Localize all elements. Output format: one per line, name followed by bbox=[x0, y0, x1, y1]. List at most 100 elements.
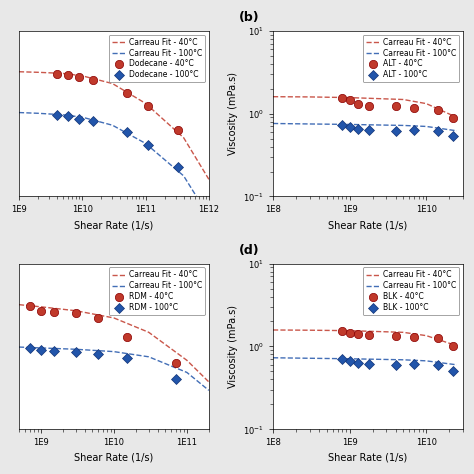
BLK - 100°C bbox=[450, 369, 456, 374]
Carreau Fit - 100°C bbox=[206, 214, 212, 219]
Carreau Fit - 40°C bbox=[206, 176, 212, 182]
Dodecane - 100°C bbox=[76, 116, 82, 122]
Carreau Fit - 100°C bbox=[73, 346, 79, 352]
Carreau Fit - 40°C bbox=[60, 71, 66, 76]
Line: RDM - 40°C: RDM - 40°C bbox=[26, 302, 180, 367]
ALT - 40°C bbox=[356, 101, 361, 107]
ALT - 40°C bbox=[435, 107, 440, 112]
Dodecane - 40°C bbox=[175, 128, 181, 133]
BLK - 40°C bbox=[411, 334, 417, 340]
Carreau Fit - 100°C bbox=[401, 123, 406, 128]
ALT - 100°C bbox=[450, 134, 456, 139]
Line: Carreau Fit - 100°C: Carreau Fit - 100°C bbox=[273, 124, 457, 131]
RDM - 40°C bbox=[38, 308, 44, 314]
Carreau Fit - 40°C bbox=[143, 100, 148, 106]
RDM - 40°C bbox=[173, 360, 178, 365]
Legend: Carreau Fit - 40°C, Carreau Fit - 100°C, RDM - 40°C, RDM - 100°C: Carreau Fit - 40°C, Carreau Fit - 100°C,… bbox=[109, 267, 205, 315]
Line: Carreau Fit - 40°C: Carreau Fit - 40°C bbox=[19, 72, 209, 179]
Carreau Fit - 100°C bbox=[35, 110, 41, 116]
Dodecane - 40°C bbox=[76, 74, 82, 80]
ALT - 100°C bbox=[339, 123, 345, 128]
X-axis label: Shear Rate (1/s): Shear Rate (1/s) bbox=[74, 453, 154, 463]
Carreau Fit - 100°C bbox=[184, 370, 190, 375]
BLK - 40°C bbox=[450, 344, 456, 349]
Carreau Fit - 40°C bbox=[270, 327, 276, 333]
Dodecane - 40°C bbox=[146, 103, 151, 109]
Carreau Fit - 100°C bbox=[143, 141, 148, 146]
ALT - 100°C bbox=[435, 128, 440, 134]
RDM - 40°C bbox=[27, 303, 33, 309]
Dodecane - 100°C bbox=[146, 142, 151, 148]
BLK - 100°C bbox=[393, 362, 399, 368]
Carreau Fit - 40°C bbox=[73, 308, 79, 314]
BLK - 40°C bbox=[339, 328, 345, 334]
ALT - 40°C bbox=[411, 105, 417, 110]
ALT - 40°C bbox=[347, 97, 353, 103]
Carreau Fit - 100°C bbox=[270, 121, 276, 127]
Carreau Fit - 40°C bbox=[16, 302, 22, 308]
BLK - 100°C bbox=[366, 361, 372, 366]
Carreau Fit - 100°C bbox=[423, 358, 429, 364]
BLK - 40°C bbox=[356, 331, 361, 337]
Carreau Fit - 100°C bbox=[307, 356, 312, 361]
ALT - 100°C bbox=[347, 125, 353, 130]
Dodecane - 100°C bbox=[175, 164, 181, 170]
Line: Dodecane - 40°C: Dodecane - 40°C bbox=[53, 70, 182, 135]
Carreau Fit - 100°C bbox=[454, 128, 460, 134]
Line: Carreau Fit - 40°C: Carreau Fit - 40°C bbox=[273, 330, 457, 346]
Carreau Fit - 100°C bbox=[270, 355, 276, 361]
Line: ALT - 40°C: ALT - 40°C bbox=[338, 94, 457, 122]
Carreau Fit - 100°C bbox=[401, 357, 406, 363]
Carreau Fit - 40°C bbox=[38, 304, 44, 310]
BLK - 40°C bbox=[347, 330, 353, 336]
Line: Carreau Fit - 100°C: Carreau Fit - 100°C bbox=[273, 358, 457, 365]
ALT - 100°C bbox=[356, 126, 361, 132]
Carreau Fit - 100°C bbox=[16, 344, 22, 350]
Carreau Fit - 40°C bbox=[184, 357, 190, 363]
Carreau Fit - 100°C bbox=[109, 122, 115, 128]
Carreau Fit - 100°C bbox=[347, 122, 353, 128]
BLK - 100°C bbox=[435, 362, 440, 368]
BLK - 40°C bbox=[435, 335, 440, 340]
Dodecane - 40°C bbox=[65, 72, 71, 77]
Carreau Fit - 40°C bbox=[347, 95, 353, 100]
Y-axis label: Viscosity (mPa.s): Viscosity (mPa.s) bbox=[228, 72, 237, 155]
Line: Carreau Fit - 40°C: Carreau Fit - 40°C bbox=[19, 305, 209, 382]
RDM - 100°C bbox=[124, 355, 129, 361]
Line: Dodecane - 100°C: Dodecane - 100°C bbox=[54, 111, 181, 171]
ALT - 40°C bbox=[393, 104, 399, 109]
Dodecane - 100°C bbox=[54, 112, 60, 118]
Carreau Fit - 100°C bbox=[307, 121, 312, 127]
RDM - 100°C bbox=[173, 376, 178, 382]
Y-axis label: Viscosity (mPa.s): Viscosity (mPa.s) bbox=[228, 305, 237, 388]
Carreau Fit - 40°C bbox=[307, 94, 312, 100]
ALT - 100°C bbox=[411, 127, 417, 133]
Carreau Fit - 40°C bbox=[423, 333, 429, 338]
BLK - 40°C bbox=[366, 332, 372, 337]
Dodecane - 40°C bbox=[54, 71, 60, 77]
Line: Carreau Fit - 100°C: Carreau Fit - 100°C bbox=[19, 347, 209, 391]
Carreau Fit - 40°C bbox=[347, 328, 353, 334]
RDM - 40°C bbox=[124, 334, 129, 340]
BLK - 100°C bbox=[347, 358, 353, 364]
Carreau Fit - 100°C bbox=[181, 173, 186, 179]
Carreau Fit - 40°C bbox=[423, 101, 429, 107]
Line: ALT - 100°C: ALT - 100°C bbox=[339, 122, 456, 140]
X-axis label: Shear Rate (1/s): Shear Rate (1/s) bbox=[328, 453, 408, 463]
Carreau Fit - 100°C bbox=[347, 356, 353, 362]
RDM - 100°C bbox=[51, 348, 56, 354]
ALT - 40°C bbox=[450, 115, 456, 121]
ALT - 40°C bbox=[366, 103, 372, 109]
ALT - 100°C bbox=[393, 128, 399, 134]
Text: (b): (b) bbox=[239, 11, 259, 24]
RDM - 40°C bbox=[95, 315, 100, 321]
Carreau Fit - 40°C bbox=[454, 343, 460, 348]
Carreau Fit - 40°C bbox=[109, 81, 115, 86]
Carreau Fit - 100°C bbox=[60, 112, 66, 118]
Carreau Fit - 40°C bbox=[16, 69, 22, 74]
RDM - 40°C bbox=[51, 310, 56, 315]
Carreau Fit - 40°C bbox=[35, 70, 41, 75]
Dodecane - 40°C bbox=[124, 90, 129, 96]
RDM - 100°C bbox=[95, 351, 100, 356]
Carreau Fit - 100°C bbox=[146, 354, 152, 360]
